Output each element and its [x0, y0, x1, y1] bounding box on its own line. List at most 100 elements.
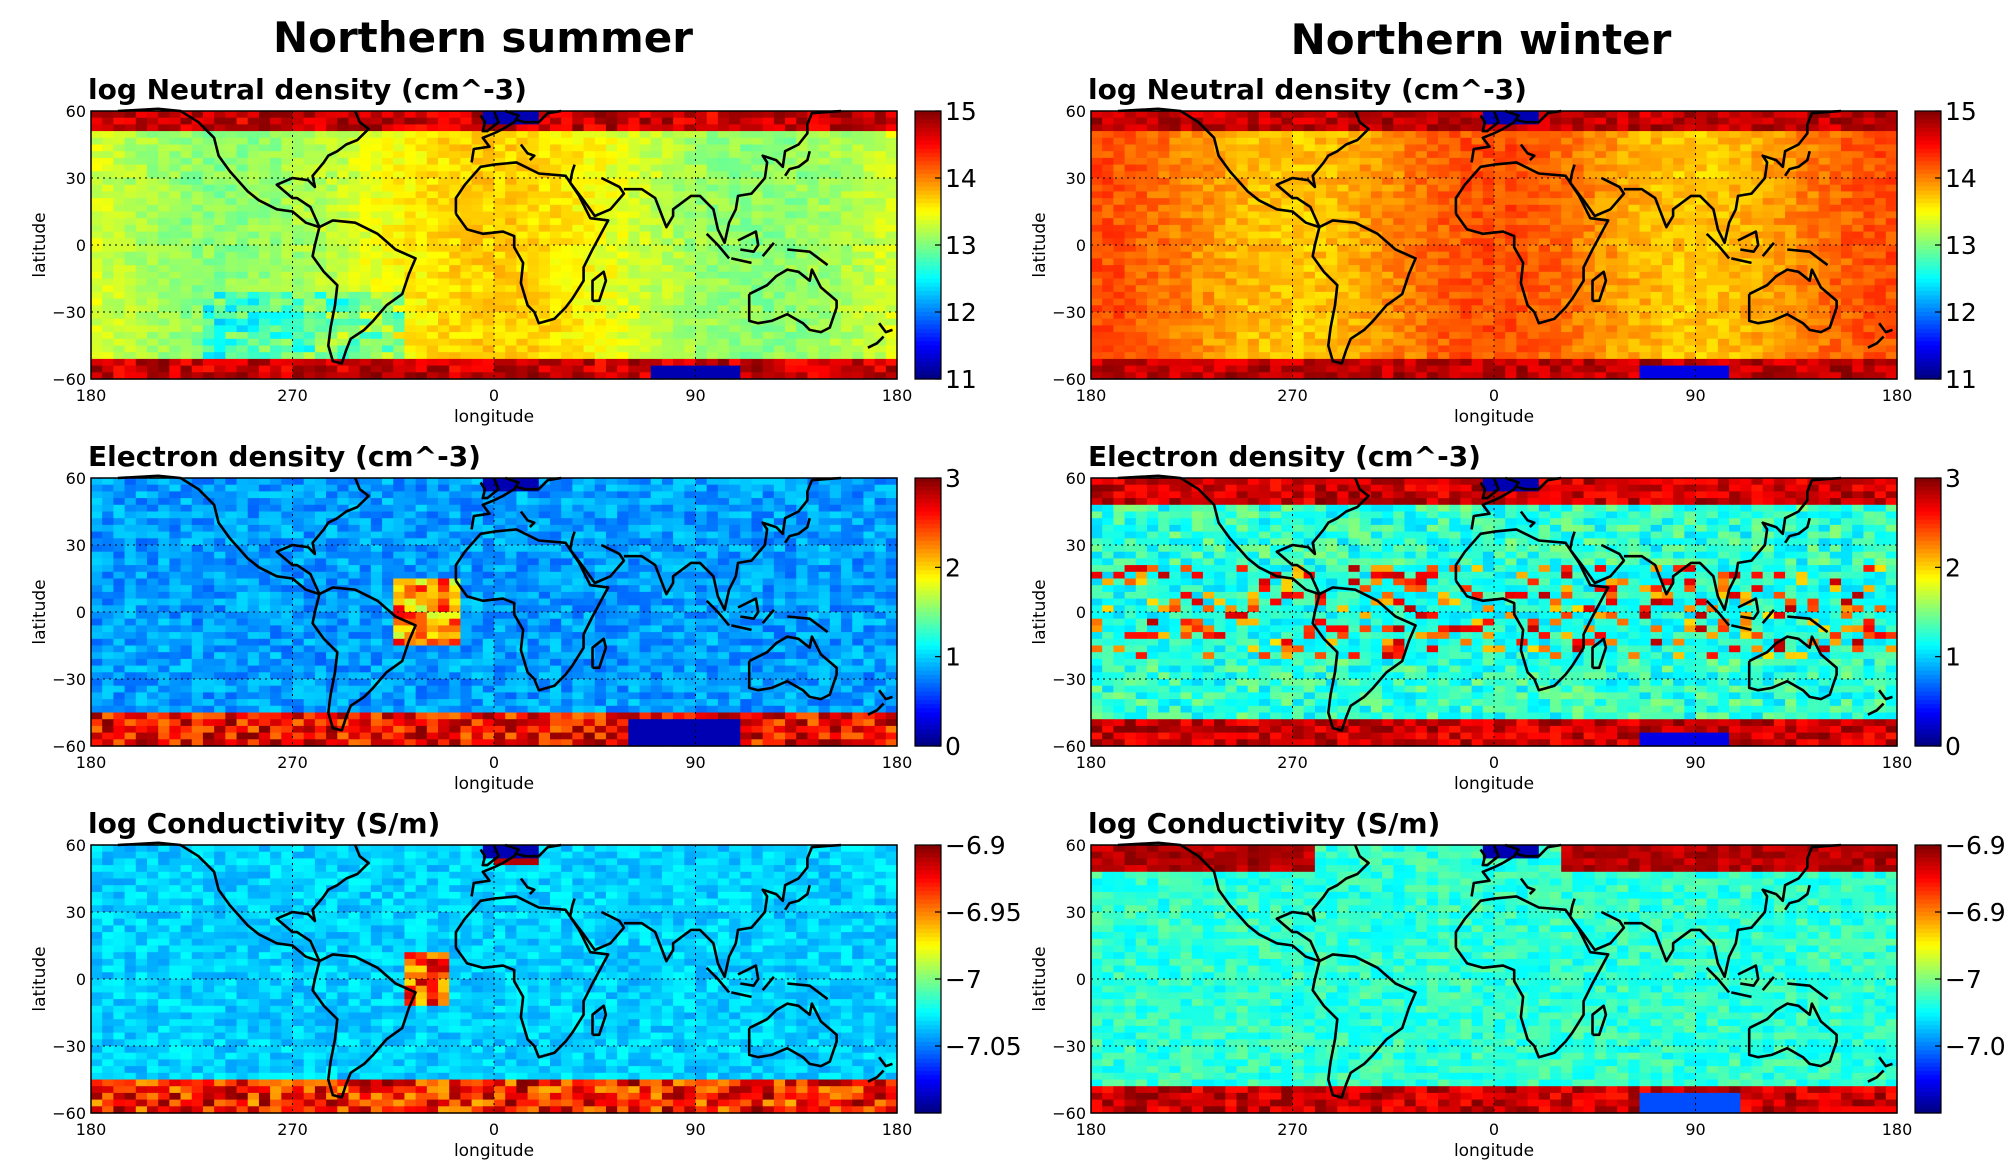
- heatmap-cell: [572, 491, 585, 499]
- heatmap-cell: [337, 571, 350, 580]
- heatmap-cell: [158, 164, 170, 172]
- heatmap-cell: [829, 338, 842, 347]
- heatmap-cell: [717, 551, 730, 559]
- heatmap-cell: [785, 538, 797, 546]
- heatmap-cell: [303, 531, 316, 539]
- heatmap-cell: [807, 318, 820, 326]
- heatmap-cell: [225, 238, 238, 246]
- heatmap-cell: [258, 605, 271, 613]
- heatmap-cell: [359, 218, 372, 226]
- heatmap-cell: [281, 491, 294, 499]
- heatmap-cell: [617, 531, 629, 539]
- heatmap-cell: [281, 358, 294, 367]
- heatmap-cell: [292, 157, 305, 166]
- heatmap-cell: [202, 504, 215, 513]
- heatmap-cell: [729, 178, 741, 186]
- heatmap-cell: [169, 625, 182, 633]
- heatmap-cell: [583, 224, 596, 233]
- heatmap-cell: [684, 591, 697, 600]
- heatmap-cell: [258, 591, 271, 600]
- heatmap-cell: [169, 218, 182, 226]
- heatmap-cell: [404, 111, 417, 119]
- heatmap-cell: [303, 111, 316, 119]
- heatmap-cell: [303, 372, 316, 380]
- heatmap-cell: [382, 151, 394, 159]
- heatmap-cell: [225, 271, 238, 280]
- heatmap-cell: [516, 338, 529, 347]
- heatmap-cell: [158, 325, 170, 333]
- heatmap-cell: [113, 164, 126, 172]
- heatmap-cell: [717, 571, 730, 580]
- heatmap-cell: [225, 291, 238, 300]
- heatmap-cell: [191, 565, 204, 573]
- heatmap-cell: [158, 658, 170, 667]
- heatmap-cell: [202, 111, 215, 119]
- heatmap-cell: [393, 111, 406, 119]
- heatmap-cell: [516, 585, 529, 593]
- x-tick-label: 180: [882, 386, 913, 405]
- heatmap-cell: [684, 291, 697, 300]
- heatmap-cell: [337, 298, 350, 306]
- heatmap-cell: [717, 111, 730, 119]
- heatmap-cell: [214, 325, 226, 333]
- heatmap-cell: [135, 645, 148, 653]
- heatmap-cell: [673, 285, 685, 293]
- heatmap-cell: [762, 372, 775, 380]
- heatmap-cell: [628, 204, 641, 213]
- heatmap-cell: [214, 498, 226, 506]
- heatmap-cell: [549, 511, 562, 519]
- heatmap-cell: [538, 612, 551, 620]
- heatmap-cell: [617, 238, 629, 246]
- heatmap-cell: [146, 271, 159, 280]
- heatmap-cell: [639, 312, 652, 320]
- heatmap-cell: [449, 251, 462, 259]
- heatmap-cell: [214, 278, 226, 286]
- heatmap-cell: [202, 137, 215, 146]
- heatmap-cell: [516, 618, 529, 626]
- heatmap-cell: [561, 618, 573, 626]
- heatmap-cell: [695, 265, 708, 273]
- heatmap-cell: [337, 652, 350, 660]
- heatmap-cell: [281, 245, 294, 253]
- heatmap-cell: [359, 531, 372, 539]
- heatmap-cell: [807, 117, 820, 125]
- heatmap-cell: [303, 484, 316, 492]
- heatmap-cell: [158, 191, 170, 199]
- heatmap-cell: [561, 504, 573, 513]
- heatmap-cell: [180, 491, 193, 499]
- heatmap-cell: [359, 571, 372, 580]
- heatmap-cell: [102, 478, 114, 486]
- heatmap-cell: [438, 632, 450, 640]
- heatmap-cell: [818, 265, 831, 273]
- heatmap-cell: [617, 338, 629, 347]
- heatmap-cell: [337, 271, 350, 280]
- heatmap-cell: [561, 171, 573, 179]
- heatmap-cell: [460, 238, 473, 246]
- heatmap-cell: [359, 484, 372, 492]
- heatmap-cell: [852, 271, 865, 280]
- heatmap-cell: [482, 652, 495, 660]
- heatmap-cell: [538, 365, 551, 373]
- heatmap-cell: [314, 484, 327, 492]
- heatmap-cell: [785, 571, 797, 580]
- heatmap-cell: [438, 137, 450, 146]
- heatmap-cell: [673, 632, 685, 640]
- heatmap-cell: [236, 632, 249, 640]
- heatmap-cell: [135, 638, 148, 647]
- heatmap-cell: [494, 598, 506, 606]
- heatmap-cell: [270, 531, 282, 539]
- heatmap-cell: [314, 184, 327, 192]
- heatmap-cell: [359, 231, 372, 239]
- heatmap-cell: [471, 157, 484, 166]
- heatmap-cell: [538, 591, 551, 600]
- heatmap-cell: [673, 164, 685, 172]
- heatmap-cell: [426, 131, 439, 139]
- heatmap-cell: [225, 191, 238, 199]
- heatmap-cell: [236, 605, 249, 613]
- heatmap-cell: [863, 531, 876, 539]
- heatmap-cell: [180, 531, 193, 539]
- heatmap-cell: [247, 345, 260, 353]
- heatmap-cell: [370, 271, 383, 280]
- heatmap-cell: [158, 498, 170, 506]
- heatmap-cell: [594, 372, 607, 380]
